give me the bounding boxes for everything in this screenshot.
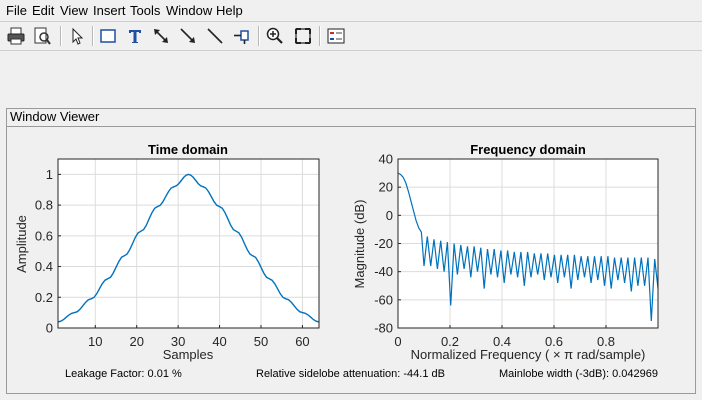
- freq-ytick-label: 40: [379, 152, 393, 167]
- time-title: Time domain: [148, 142, 228, 157]
- menu-window[interactable]: Window: [166, 3, 213, 18]
- menu-help[interactable]: Help: [216, 3, 243, 18]
- time-ytick-label: 0.8: [35, 198, 53, 213]
- double-arrow-icon[interactable]: [150, 25, 172, 47]
- time-plot-background: [58, 159, 319, 328]
- time-xlabel: Samples: [163, 347, 214, 362]
- freq-ytick-label: 0: [386, 208, 393, 223]
- toolbar-separator: [258, 26, 260, 46]
- time-series-line: [57, 173, 320, 323]
- time-xtick-label: 40: [212, 334, 226, 349]
- menu-view[interactable]: View: [60, 3, 88, 18]
- freq-xtick-label: 0.4: [493, 334, 511, 349]
- rectangle-icon[interactable]: [97, 25, 119, 47]
- menu-bar: File Edit View Insert Tools Window Help: [0, 0, 702, 22]
- pin-icon[interactable]: [231, 25, 253, 47]
- freq-plot-frame: [397, 158, 659, 329]
- freq-tick-labels: 0 0.2 0.4 0.6 0.8 -80 -60 -40 -20 0 20 40: [374, 152, 615, 350]
- time-xtick-label: 60: [295, 334, 309, 349]
- arrow-icon[interactable]: [177, 25, 199, 47]
- menu-edit[interactable]: Edit: [32, 3, 55, 18]
- time-ytick-label: 0.2: [35, 290, 53, 305]
- time-ytick-label: 0.4: [35, 259, 53, 274]
- mainlobe-width-text: Mainlobe width (-3dB): 0.042969: [499, 368, 658, 380]
- toolbar: [0, 22, 702, 51]
- toolbar-separator: [60, 26, 62, 46]
- time-plot-frame: [57, 158, 320, 329]
- zoom-in-icon[interactable]: [264, 25, 286, 47]
- freq-xtick-label: 0: [394, 334, 401, 349]
- line-icon[interactable]: [204, 25, 226, 47]
- freq-ytick-label: -80: [374, 321, 393, 336]
- freq-xtick-label: 0.6: [545, 334, 563, 349]
- text-icon[interactable]: [124, 25, 146, 47]
- freq-xlabel: Normalized Frequency ( × π rad/sample): [411, 347, 646, 362]
- time-xtick-label: 10: [88, 334, 102, 349]
- time-xtick-label: 30: [171, 334, 185, 349]
- freq-series-line: [397, 172, 659, 322]
- freq-ytick-label: -60: [374, 292, 393, 307]
- menu-insert[interactable]: Insert: [93, 3, 126, 18]
- freq-ytick-label: 20: [379, 180, 393, 195]
- leakage-factor-text: Leakage Factor: 0.01 %: [65, 368, 182, 380]
- freq-ylabel: Magnitude (dB): [352, 200, 367, 289]
- time-ylabel: Amplitude: [14, 215, 29, 273]
- print-preview-icon[interactable]: [31, 25, 53, 47]
- select-arrow-icon[interactable]: [66, 25, 88, 47]
- time-ytick-label: 0.6: [35, 228, 53, 243]
- menu-file[interactable]: File: [6, 3, 27, 18]
- time-xtick-label: 20: [129, 334, 143, 349]
- time-ytick-label: 0: [46, 321, 53, 336]
- toolbar-separator: [319, 26, 321, 46]
- time-xtick-label: 50: [254, 334, 268, 349]
- freq-ytick-label: -20: [374, 236, 393, 251]
- freq-title: Frequency domain: [470, 142, 586, 157]
- menu-tools[interactable]: Tools: [130, 3, 161, 18]
- freq-xtick-label: 0.2: [441, 334, 459, 349]
- fit-view-icon[interactable]: [292, 25, 314, 47]
- time-ytick-label: 1: [46, 167, 53, 182]
- print-icon[interactable]: [5, 25, 27, 47]
- freq-xtick-label: 0.8: [597, 334, 615, 349]
- toolbar-separator: [92, 26, 94, 46]
- frequency-domain-axes[interactable]: 0 0.2 0.4 0.6 0.8 -80 -60 -40 -20 0 20 40 Frequency…: [352, 142, 659, 362]
- time-domain-axes[interactable]: 10 20 30 40 50 60 0 0.2 0.4 0.6 0.8 1 Time domain S…: [14, 142, 320, 362]
- legend-icon[interactable]: [325, 25, 347, 47]
- panel-title: Window Viewer: [7, 109, 695, 127]
- freq-ytick-label: -40: [374, 264, 393, 279]
- time-tick-labels: 10 20 30 40 50 60 0 0.2 0.4 0.6 0.8 1: [35, 167, 310, 349]
- sidelobe-attenuation-text: Relative sidelobe attenuation: -44.1 dB: [256, 368, 445, 380]
